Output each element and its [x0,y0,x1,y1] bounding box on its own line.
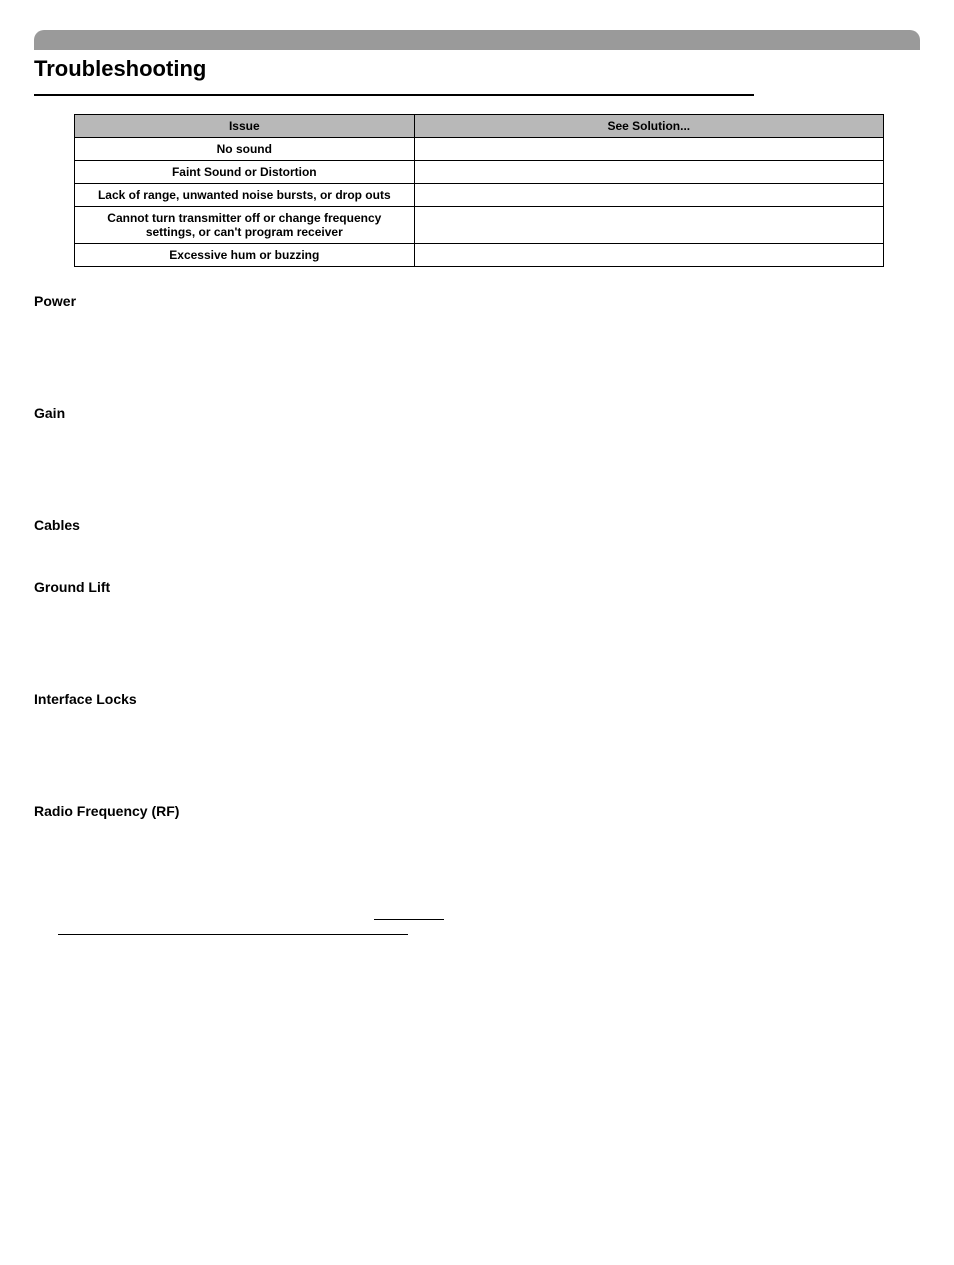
cell-solution [414,207,883,244]
cell-issue: Cannot turn transmitter off or change fr… [75,207,415,244]
table-row: Excessive hum or buzzing [75,244,884,267]
cell-solution [414,138,883,161]
long-rule [58,934,408,935]
table-row: Cannot turn transmitter off or change fr… [75,207,884,244]
spacer [34,533,920,553]
title-underline [34,94,754,96]
spacer [34,309,920,379]
subhead-cables: Cables [34,517,920,533]
header-bar [34,30,920,50]
col-solution: See Solution... [414,115,883,138]
cell-issue: No sound [75,138,415,161]
table-row: Lack of range, unwanted noise bursts, or… [75,184,884,207]
cell-solution [414,184,883,207]
page-content: Troubleshooting Issue See Solution... No… [0,50,954,935]
subhead-ground-lift: Ground Lift [34,579,920,595]
subhead-power: Power [34,293,920,309]
cell-issue: Faint Sound or Distortion [75,161,415,184]
col-issue: Issue [75,115,415,138]
table-row: Faint Sound or Distortion [75,161,884,184]
cell-solution [414,161,883,184]
page-title: Troubleshooting [34,56,920,88]
spacer [34,421,920,491]
subhead-interface-locks: Interface Locks [34,691,920,707]
table-header-row: Issue See Solution... [75,115,884,138]
subhead-rf: Radio Frequency (RF) [34,803,920,819]
subhead-gain: Gain [34,405,920,421]
cell-issue: Excessive hum or buzzing [75,244,415,267]
short-rule [374,919,444,920]
table-row: No sound [75,138,884,161]
issues-table: Issue See Solution... No sound Faint Sou… [74,114,884,267]
spacer [34,707,920,777]
cell-solution [414,244,883,267]
cell-issue: Lack of range, unwanted noise bursts, or… [75,184,415,207]
spacer [34,595,920,665]
